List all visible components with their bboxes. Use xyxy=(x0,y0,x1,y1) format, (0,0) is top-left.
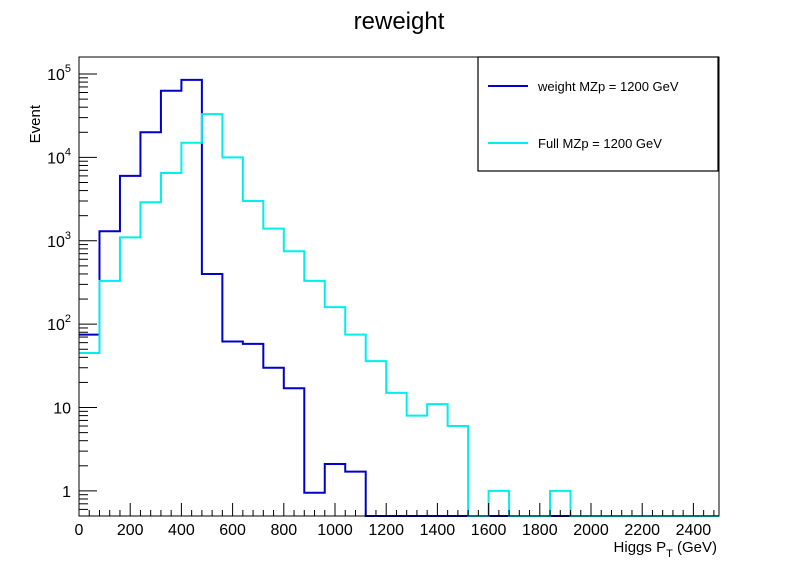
x-axis: 0 200 400 600 800 1000 1200 1400 1600 1800 2000 220… xyxy=(75,503,715,539)
x-tick-label: 1600 xyxy=(471,522,507,539)
x-tick-label: 2200 xyxy=(624,522,660,539)
x-axis-label-main: Higgs P xyxy=(614,539,667,556)
y-tick-label-exponent: 3 xyxy=(65,230,71,242)
x-tick-label: 1400 xyxy=(420,522,456,539)
x-tick-label: 0 xyxy=(75,522,84,539)
plot-frame xyxy=(78,56,720,517)
y-tick-label-base: 10 xyxy=(47,67,65,84)
y-tick-label: 1 xyxy=(62,484,71,501)
x-axis-label-unit: (GeV) xyxy=(673,539,717,556)
x-tick-label: 2400 xyxy=(676,522,712,539)
y-tick-label-exponent: 2 xyxy=(65,313,71,325)
x-tick-label: 200 xyxy=(117,522,144,539)
x-axis-label: Higgs PT (GeV) xyxy=(614,539,717,560)
legend-box xyxy=(477,56,719,172)
y-tick-label: 10 xyxy=(53,401,71,418)
series-line-1 xyxy=(79,113,719,517)
x-tick-label: 1200 xyxy=(368,522,404,539)
chart-title: reweight xyxy=(354,8,445,35)
y-tick-label: 105 xyxy=(47,63,71,84)
x-axis-label-subscript: T xyxy=(666,548,673,560)
x-tick-label: 1800 xyxy=(522,522,558,539)
y-tick-label-base: 10 xyxy=(47,234,65,251)
y-tick-label: 104 xyxy=(47,146,71,167)
y-axis-label: Event xyxy=(27,104,44,143)
y-tick-label-exponent: 4 xyxy=(65,146,71,158)
y-tick-label: 102 xyxy=(47,313,71,334)
x-tick-label: 600 xyxy=(219,522,246,539)
legend: weight MZp = 1200 GeV Full MZp = 1200 Ge… xyxy=(477,56,719,172)
legend-label-weight: weight MZp = 1200 GeV xyxy=(537,79,679,94)
x-tick-label: 2000 xyxy=(573,522,609,539)
y-tick-label-exponent: 5 xyxy=(65,63,71,75)
y-tick-label-base: 10 xyxy=(47,317,65,334)
legend-label-full: Full MZp = 1200 GeV xyxy=(538,136,662,151)
x-tick-label: 1000 xyxy=(317,522,353,539)
y-tick-label: 103 xyxy=(47,230,71,251)
y-tick-label-base: 10 xyxy=(47,150,65,167)
x-tick-label: 800 xyxy=(270,522,297,539)
x-tick-label: 400 xyxy=(168,522,195,539)
